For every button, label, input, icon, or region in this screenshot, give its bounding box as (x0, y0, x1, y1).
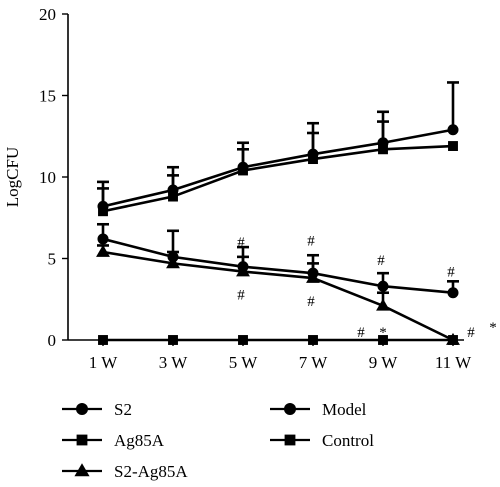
legend-marker (74, 463, 90, 477)
significance-hash: # (307, 294, 315, 310)
x-tick-label: 5 W (229, 353, 258, 372)
significance-hash: # (377, 253, 385, 269)
legend-label: S2 (114, 400, 132, 419)
data-point (238, 335, 248, 345)
data-point (238, 165, 248, 176)
annotations: # # # # # # * # # * (237, 234, 497, 341)
x-tick-label: 7 W (299, 353, 328, 372)
data-point (447, 124, 459, 136)
significance-hash: # (447, 265, 455, 281)
series-control (97, 120, 458, 217)
series-s2 (97, 222, 459, 299)
data-point (448, 141, 458, 151)
legend-label: Model (322, 400, 367, 419)
y-tick-label: 15 (39, 87, 56, 106)
x-tick-label: 3 W (159, 353, 188, 372)
data-point (447, 287, 459, 299)
x-tick-label: 1 W (89, 353, 118, 372)
axes: 0 5 10 15 20 1 W 3 W 5 W 7 W 9 W 11 W LogCFU (3, 5, 472, 372)
legend-item-control: Control (270, 431, 374, 450)
y-tick-label: 10 (39, 168, 56, 187)
data-point (376, 298, 390, 311)
data-point (166, 256, 180, 269)
legend-item-model: Model (270, 400, 367, 419)
significance-star: * (489, 320, 497, 336)
significance-hash: # (307, 234, 315, 250)
significance-hash: # (467, 325, 475, 341)
x-tick-label: 11 W (435, 353, 472, 372)
y-tick-label: 0 (48, 331, 57, 350)
significance-hash: # (237, 287, 245, 303)
series-ag85a (98, 335, 458, 345)
data-point (98, 206, 108, 217)
y-tick-label: 20 (39, 5, 56, 24)
significance-hash: # (357, 325, 365, 341)
legend-marker (76, 434, 88, 446)
legend-marker (76, 403, 88, 415)
data-point (236, 264, 250, 277)
legend: S2 Ag85A S2-Ag85A Model Control (62, 400, 374, 481)
series-line (102, 144, 454, 213)
series-line (102, 250, 454, 342)
data-point (377, 280, 389, 292)
data-point (97, 233, 109, 245)
series-line (102, 237, 454, 295)
series-s2-ag85a (96, 244, 460, 345)
series-layer (96, 81, 460, 345)
y-tick-label: 5 (48, 250, 57, 269)
data-point (306, 270, 320, 283)
data-point (168, 335, 178, 345)
data-point (378, 144, 388, 155)
legend-label: S2-Ag85A (114, 462, 188, 481)
legend-label: Control (322, 431, 374, 450)
legend-marker (284, 403, 296, 415)
legend-marker (284, 434, 296, 446)
legend-item-s2: S2 (62, 400, 132, 419)
series-line (102, 128, 454, 208)
y-axis-title: LogCFU (3, 147, 22, 207)
x-tick-label: 9 W (369, 353, 398, 372)
data-point (168, 191, 178, 202)
data-point (96, 244, 110, 257)
data-point (98, 335, 108, 345)
significance-hash: # (237, 235, 245, 251)
data-point (378, 335, 388, 345)
legend-label: Ag85A (114, 431, 165, 450)
data-point (448, 335, 458, 345)
significance-star: * (379, 325, 387, 341)
legend-item-s2-ag85a: S2-Ag85A (62, 462, 188, 481)
data-point (308, 335, 318, 345)
data-point (308, 154, 318, 165)
legend-item-ag85a: Ag85A (62, 431, 165, 450)
